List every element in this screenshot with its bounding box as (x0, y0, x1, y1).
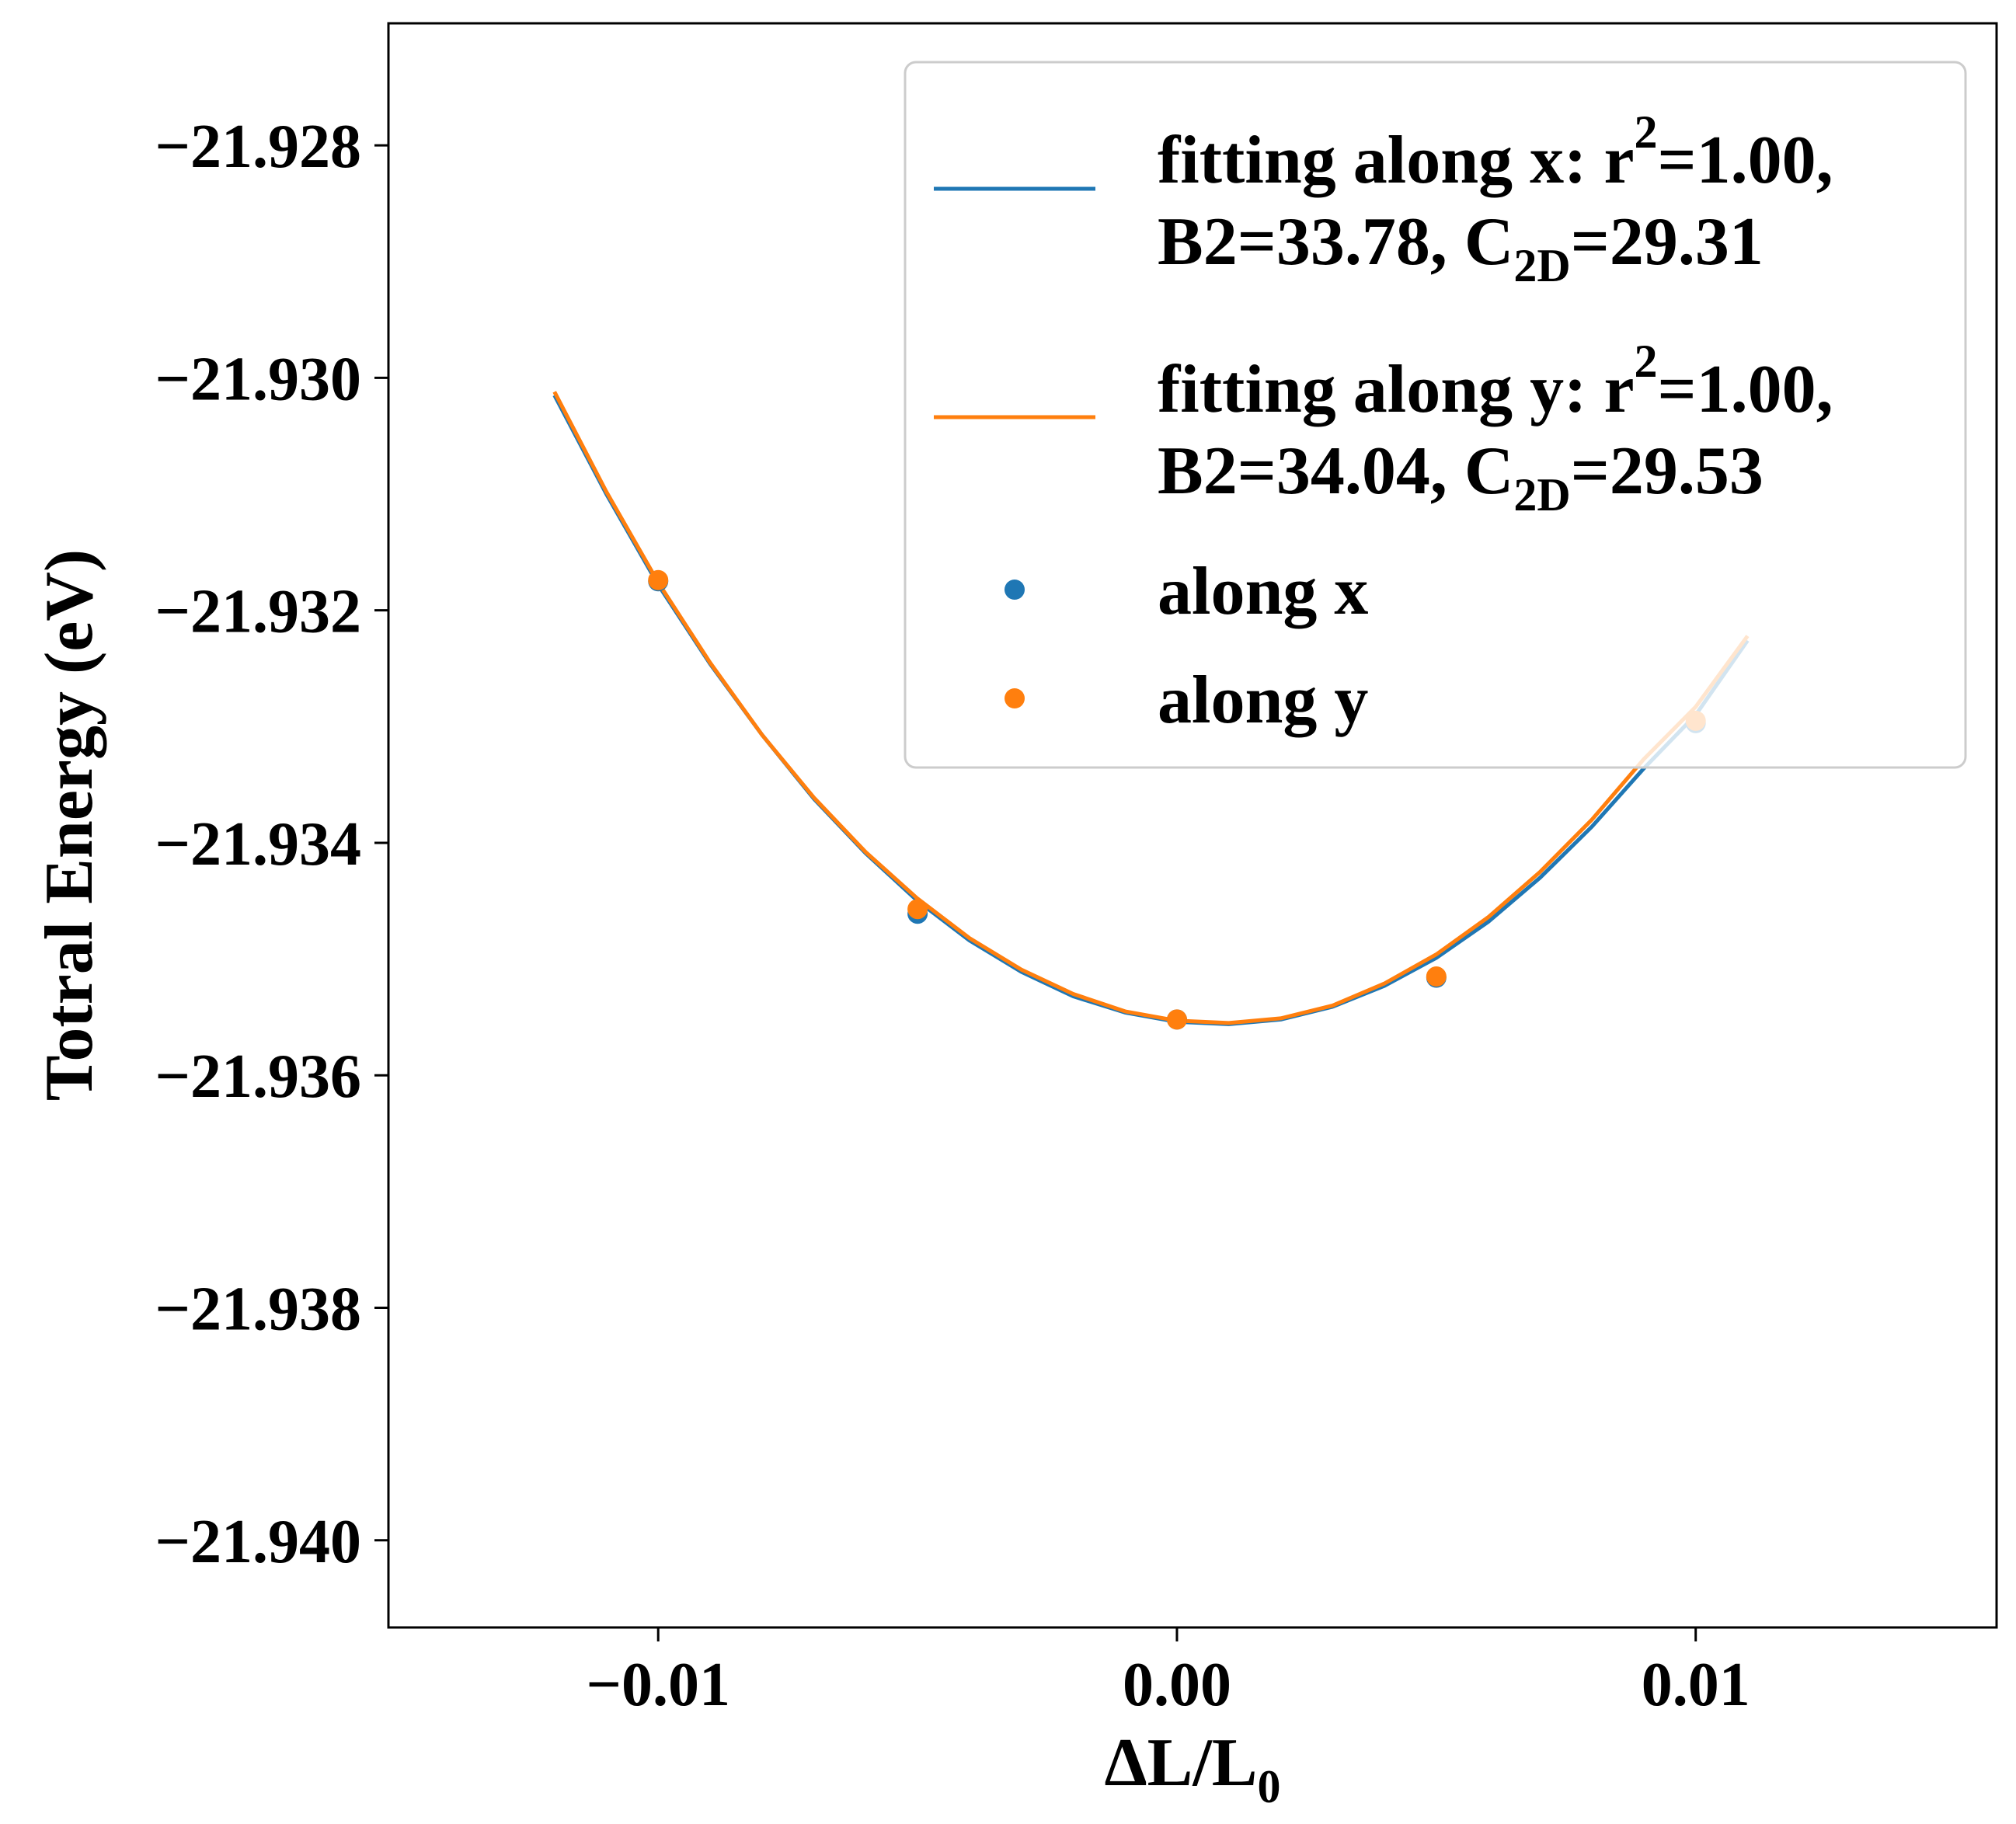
x-tick-label: −0.01 (586, 1651, 730, 1719)
x-tick-label: 0.01 (1642, 1651, 1750, 1719)
legend-label-line1: fitting along y: r2=1.00, (1158, 336, 1833, 427)
axis-ticks: −0.01 0.00 0.01 −21.928 −21.930 −21.932 −21.93… (155, 113, 1750, 1719)
y-tick-label: −21.936 (155, 1043, 361, 1111)
legend-label: along x (1158, 554, 1368, 629)
legend-point-swatch (1005, 688, 1025, 708)
legend-point-swatch (1005, 580, 1025, 600)
data-point-series-4 (1426, 966, 1447, 987)
y-tick-label: −21.930 (155, 345, 361, 413)
x-tick-label: 0.00 (1123, 1651, 1231, 1719)
data-point-series-4 (907, 899, 928, 920)
legend-box (904, 61, 1967, 769)
y-tick-label: −21.940 (155, 1508, 361, 1576)
y-axis-label: Totral Energy (eV) (32, 549, 107, 1101)
series-line-2 (552, 391, 1750, 1025)
legend-label: along y (1158, 663, 1368, 738)
y-tick-label: −21.928 (155, 113, 361, 181)
y-tick-label: −21.934 (155, 810, 361, 879)
x-axis-label-subscript: 0 (1258, 1761, 1281, 1812)
legend-label-line1: fitting along x: r2=1.00, (1158, 106, 1833, 198)
y-tick-label: −21.932 (155, 578, 361, 646)
data-point-series-4 (1166, 1009, 1187, 1030)
data-point-series-4 (648, 569, 669, 590)
legend: fitting along x: r2=1.00,B2=33.78, C2D=2… (904, 61, 1967, 769)
legend-label-line2: B2=33.78, C2D=29.31 (1158, 204, 1764, 291)
legend-label-line2: B2=34.04, C2D=29.53 (1158, 433, 1764, 520)
y-tick-label: −21.938 (155, 1275, 361, 1343)
x-axis-label: ΔL/L0 (1104, 1725, 1280, 1812)
axes-frame (387, 22, 1998, 1629)
